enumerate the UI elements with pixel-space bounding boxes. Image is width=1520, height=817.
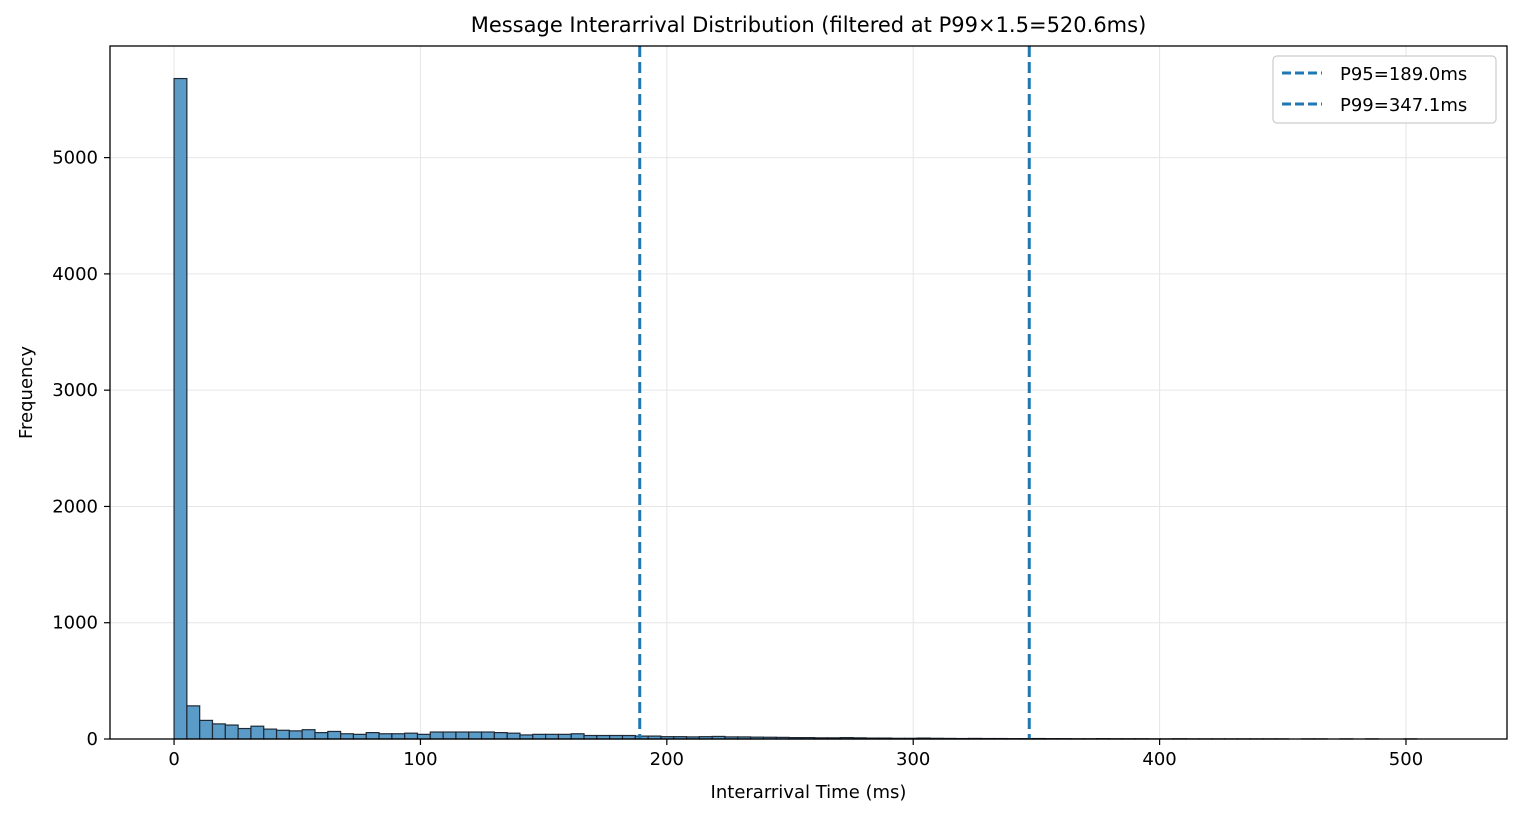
plot-frame — [109, 45, 1508, 740]
histogram-bar — [404, 732, 419, 740]
y-tick-label: 2000 — [52, 496, 98, 517]
histogram-bar — [378, 733, 393, 740]
x-tick-label: 400 — [1142, 749, 1176, 770]
histogram-bar — [365, 732, 380, 740]
histogram-bar — [288, 730, 303, 740]
y-axis-label: Frequency — [16, 346, 37, 439]
x-tick-label: 500 — [1389, 749, 1423, 770]
histogram-bar — [391, 733, 406, 740]
histogram-bar — [557, 733, 572, 740]
histogram-bar — [263, 728, 278, 740]
bars-layer — [173, 77, 1418, 740]
histogram-bar — [250, 725, 265, 740]
histogram-bar — [237, 727, 252, 740]
y-tick-label: 5000 — [52, 148, 98, 169]
y-tick-label: 1000 — [52, 613, 98, 634]
legend-box — [1272, 55, 1497, 124]
histogram-bar — [211, 723, 226, 740]
histogram-bar — [199, 719, 214, 740]
y-axis: 0 1000 2000 3000 4000 5000 — [52, 148, 110, 750]
histogram-bar — [493, 732, 508, 740]
y-tick-label: 3000 — [52, 380, 98, 401]
x-tick-label: 0 — [168, 749, 179, 770]
x-tick-label: 200 — [650, 749, 684, 770]
histogram-bar — [275, 729, 290, 740]
histogram-bar — [340, 733, 355, 740]
x-axis: 0 100 200 300 400 500 — [168, 739, 1423, 770]
histogram-bar — [314, 732, 329, 740]
histogram-bar — [429, 731, 444, 740]
histogram-bar — [186, 705, 201, 740]
x-tick-label: 300 — [896, 749, 930, 770]
histogram-bar — [301, 729, 316, 740]
histogram-bar — [506, 732, 521, 740]
histogram-bar — [442, 731, 457, 740]
histogram-bar — [545, 733, 560, 740]
histogram-bar — [468, 731, 483, 740]
histogram-bar — [570, 733, 585, 740]
histogram-bar — [532, 733, 547, 740]
histogram-bar — [455, 731, 470, 740]
histogram-bar — [224, 724, 239, 740]
histogram-bar — [173, 77, 188, 740]
histogram-bar — [352, 733, 367, 740]
legend-label-p95: P95=189.0ms — [1340, 64, 1467, 85]
legend: P95=189.0ms P99=347.1ms — [1272, 55, 1497, 124]
y-tick-label: 4000 — [52, 264, 98, 285]
x-axis-label: Interarrival Time (ms) — [711, 782, 907, 803]
histogram-bar — [327, 730, 342, 740]
x-tick-label: 100 — [403, 749, 437, 770]
grid-layer — [110, 46, 1507, 740]
legend-label-p99: P99=347.1ms — [1340, 95, 1467, 116]
vline-layer — [638, 46, 1031, 739]
chart-title: Message Interarrival Distribution (filte… — [471, 13, 1147, 37]
histogram-bar — [416, 733, 431, 740]
y-tick-label: 0 — [87, 729, 98, 750]
histogram-bar — [480, 731, 495, 740]
